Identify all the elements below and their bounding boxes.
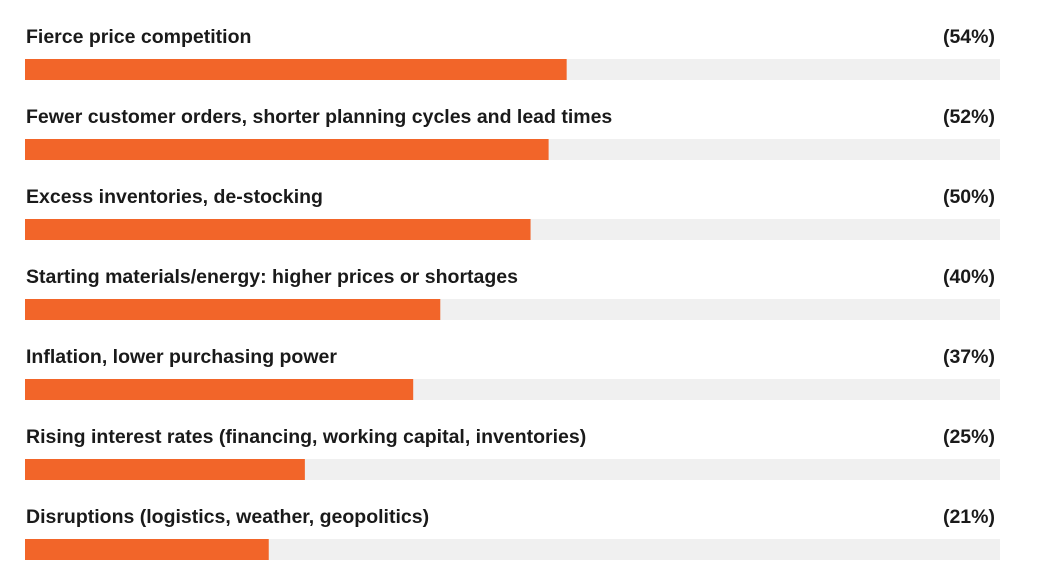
category-label: Inflation, lower purchasing power	[26, 346, 337, 368]
value-label: (25%)	[943, 426, 995, 448]
value-label: (52%)	[943, 106, 995, 128]
bar	[25, 539, 269, 560]
category-label: Starting materials/energy: higher prices…	[26, 266, 518, 288]
bar	[25, 59, 567, 80]
value-label: (40%)	[943, 266, 995, 288]
bar	[25, 379, 414, 400]
value-label: (50%)	[943, 186, 995, 208]
category-label: Disruptions (logistics, weather, geopoli…	[26, 506, 429, 528]
category-label: Fierce price competition	[26, 26, 251, 48]
value-label: (21%)	[943, 506, 995, 528]
category-label: Fewer customer orders, shorter planning …	[26, 106, 612, 128]
category-label: Excess inventories, de-stocking	[26, 186, 323, 208]
value-label: (54%)	[943, 26, 995, 48]
bar	[25, 459, 305, 480]
category-label: Rising interest rates (financing, workin…	[26, 426, 586, 448]
bar	[25, 219, 531, 240]
value-label: (37%)	[943, 346, 995, 368]
bar	[25, 299, 441, 320]
bar	[25, 139, 549, 160]
